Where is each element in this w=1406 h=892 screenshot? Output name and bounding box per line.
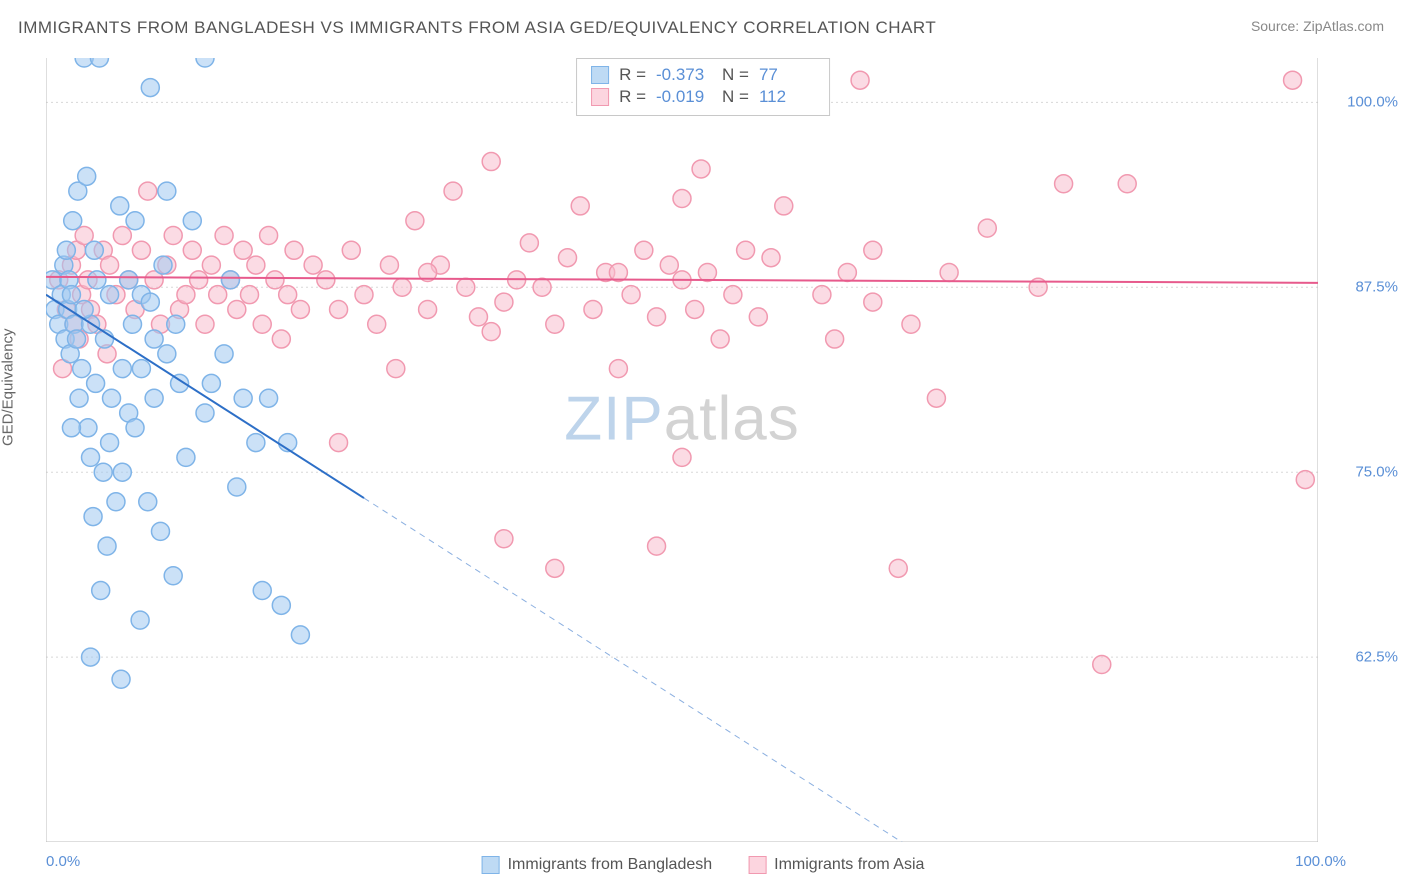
y-tick-label: 87.5% [1355,279,1398,296]
stats-legend: R =-0.373 N =77 R =-0.019 N =112 [576,58,830,116]
x-tick-min: 0.0% [46,853,80,870]
y-tick-label: 75.0% [1355,464,1398,481]
legend-item-1: Immigrants from Asia [748,856,924,874]
bottom-legend: Immigrants from Bangladesh Immigrants fr… [482,856,925,874]
y-tick-label: 100.0% [1347,94,1398,111]
y-axis-label: GED/Equivalency [0,328,17,446]
watermark: ZIPatlas [564,383,799,454]
y-tick-label: 62.5% [1355,649,1398,666]
chart-title: IMMIGRANTS FROM BANGLADESH VS IMMIGRANTS… [18,18,936,38]
stats-row-1: R =-0.019 N =112 [591,87,815,107]
legend-item-0: Immigrants from Bangladesh [482,856,713,874]
x-tick-max: 100.0% [1295,853,1346,870]
stats-row-0: R =-0.373 N =77 [591,65,815,85]
chart-area: ZIPatlas [46,58,1318,842]
source-label: Source: ZipAtlas.com [1251,18,1384,34]
